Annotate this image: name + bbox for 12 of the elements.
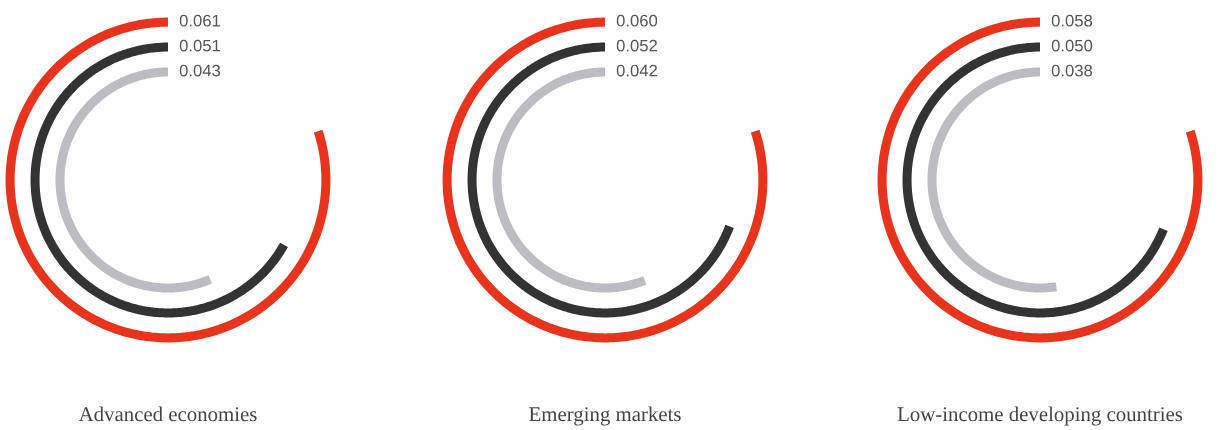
- data-label: 0.061: [179, 14, 221, 27]
- data-label: 0.058: [1051, 14, 1093, 27]
- text: Advanced economies: [78, 406, 257, 422]
- data-label: 0.043: [179, 64, 221, 77]
- data-label: 0.038: [1051, 64, 1093, 77]
- data-label: 0.042: [616, 64, 657, 77]
- data-label: 0.060: [616, 14, 658, 27]
- data-label: 0.051: [179, 39, 221, 52]
- text: Emerging markets: [529, 406, 681, 426]
- text: Low-income developing countries: [897, 406, 1183, 426]
- data-label: 0.052: [616, 39, 657, 52]
- data-label: 0.050: [1051, 39, 1093, 52]
